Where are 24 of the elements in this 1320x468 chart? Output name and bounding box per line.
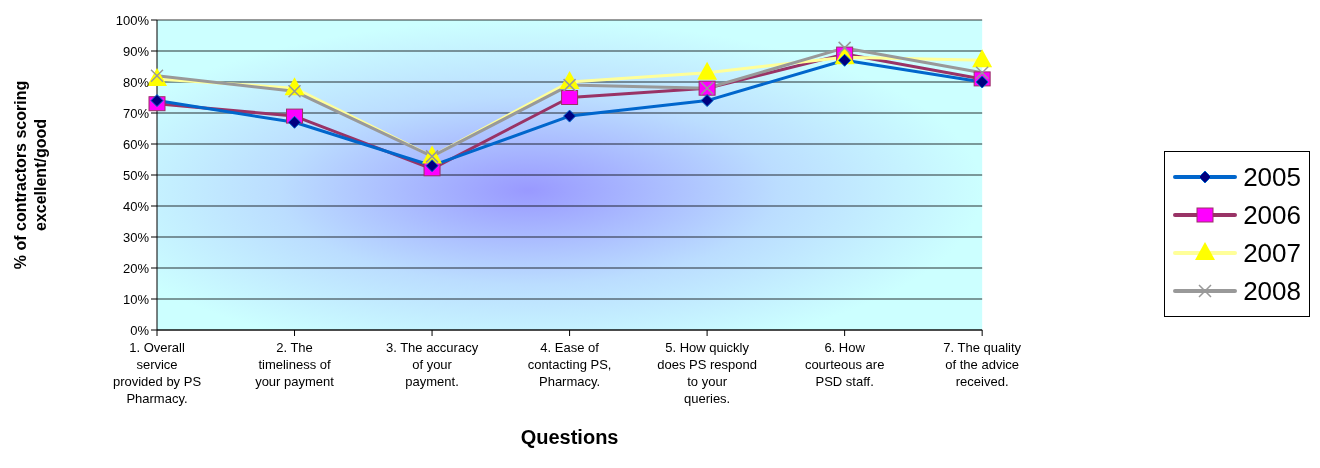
legend-label: 2006 (1243, 199, 1301, 231)
x-axis-title: Questions (520, 426, 619, 448)
y-tick-label: 50% (122, 167, 150, 183)
y-tick-label: 100% (115, 12, 150, 28)
y-tick-label: 30% (122, 229, 150, 245)
x-tick-label: 4. Ease of contacting PS, Pharmacy. (527, 340, 612, 389)
x-tick-label: 3. The accuracy of your payment. (385, 340, 479, 389)
y-tick-label: 70% (122, 105, 150, 121)
x-tick-label: 6. How courteous are PSD staff. (804, 340, 885, 389)
legend-label: 2005 (1243, 161, 1301, 193)
legend-label: 2007 (1243, 237, 1301, 269)
x-tick-label: 7. The quality of the advice received. (943, 340, 1022, 389)
x-tick-label: 1. Overall service provided by PS Pharmacy. (112, 340, 202, 406)
y-tick-label: 10% (122, 291, 150, 307)
y-tick-label: 20% (122, 260, 150, 276)
x-tick-label: 2. The timeliness of your payment (255, 340, 335, 389)
y-tick-label: 80% (122, 74, 150, 90)
y-tick-label: 40% (122, 198, 150, 214)
x-tick-label: 5. How quickly does PS respond to your queries. (657, 340, 757, 406)
legend-label: 2008 (1243, 275, 1301, 307)
y-tick-label: 90% (122, 43, 150, 59)
y-tick-label: 0% (130, 322, 150, 338)
y-tick-label: 60% (122, 136, 150, 152)
y-axis-title: % of contractors scoring excellent/good (12, 80, 49, 270)
